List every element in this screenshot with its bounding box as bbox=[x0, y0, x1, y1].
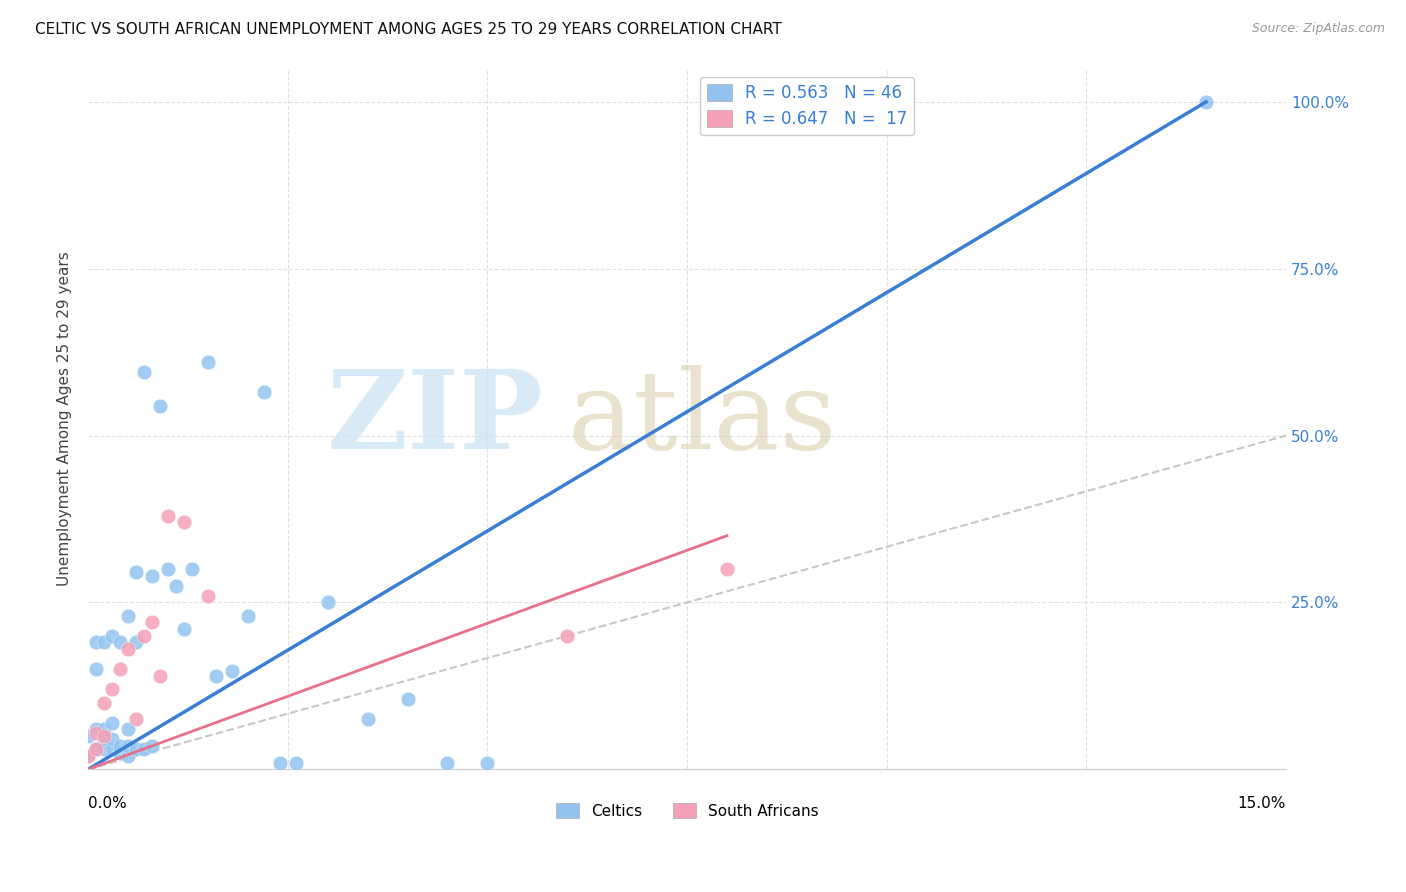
Point bbox=[141, 568, 163, 582]
Text: Source: ZipAtlas.com: Source: ZipAtlas.com bbox=[1251, 22, 1385, 36]
Point bbox=[132, 365, 155, 379]
Point bbox=[101, 742, 124, 756]
Point bbox=[117, 723, 139, 737]
Point bbox=[132, 742, 155, 756]
Point bbox=[117, 608, 139, 623]
Point bbox=[316, 595, 339, 609]
Y-axis label: Unemployment Among Ages 25 to 29 years: Unemployment Among Ages 25 to 29 years bbox=[58, 252, 72, 586]
Point bbox=[165, 579, 187, 593]
Point bbox=[101, 715, 124, 730]
Point bbox=[253, 385, 276, 400]
Point bbox=[77, 748, 100, 763]
Point bbox=[156, 508, 179, 523]
Point bbox=[108, 739, 131, 753]
Legend: Celtics, South Africans: Celtics, South Africans bbox=[550, 797, 824, 825]
Point bbox=[205, 669, 228, 683]
Point bbox=[117, 739, 139, 753]
Point bbox=[117, 642, 139, 657]
Point bbox=[77, 748, 100, 763]
Point bbox=[108, 662, 131, 676]
Point bbox=[101, 629, 124, 643]
Point bbox=[173, 516, 195, 530]
Text: atlas: atlas bbox=[567, 366, 837, 473]
Point bbox=[149, 399, 172, 413]
Point bbox=[84, 723, 107, 737]
Point bbox=[84, 742, 107, 756]
Point bbox=[84, 635, 107, 649]
Point bbox=[181, 562, 204, 576]
Text: 15.0%: 15.0% bbox=[1237, 796, 1286, 811]
Point bbox=[84, 725, 107, 739]
Point bbox=[1195, 95, 1218, 109]
Point bbox=[117, 748, 139, 763]
Point bbox=[436, 756, 458, 770]
Point bbox=[84, 662, 107, 676]
Point bbox=[221, 664, 243, 678]
Point bbox=[108, 746, 131, 760]
Text: ZIP: ZIP bbox=[326, 366, 543, 473]
Point bbox=[77, 729, 100, 743]
Point bbox=[93, 732, 115, 747]
Point bbox=[125, 742, 148, 756]
Point bbox=[156, 562, 179, 576]
Point bbox=[197, 589, 219, 603]
Point bbox=[141, 615, 163, 630]
Point bbox=[125, 566, 148, 580]
Point bbox=[125, 712, 148, 726]
Point bbox=[93, 635, 115, 649]
Point bbox=[284, 756, 307, 770]
Point bbox=[716, 562, 738, 576]
Point bbox=[125, 635, 148, 649]
Point bbox=[269, 756, 291, 770]
Point bbox=[93, 742, 115, 756]
Point bbox=[555, 629, 578, 643]
Point bbox=[93, 729, 115, 743]
Point bbox=[197, 355, 219, 369]
Point bbox=[132, 629, 155, 643]
Point bbox=[101, 732, 124, 747]
Text: 0.0%: 0.0% bbox=[89, 796, 127, 811]
Point bbox=[477, 756, 499, 770]
Point bbox=[84, 742, 107, 756]
Point bbox=[149, 669, 172, 683]
Point bbox=[101, 682, 124, 697]
Point bbox=[236, 608, 259, 623]
Point bbox=[173, 622, 195, 636]
Point bbox=[141, 739, 163, 753]
Text: CELTIC VS SOUTH AFRICAN UNEMPLOYMENT AMONG AGES 25 TO 29 YEARS CORRELATION CHART: CELTIC VS SOUTH AFRICAN UNEMPLOYMENT AMO… bbox=[35, 22, 782, 37]
Point bbox=[396, 692, 419, 706]
Point bbox=[356, 712, 378, 726]
Point bbox=[93, 723, 115, 737]
Point bbox=[108, 635, 131, 649]
Point bbox=[93, 696, 115, 710]
